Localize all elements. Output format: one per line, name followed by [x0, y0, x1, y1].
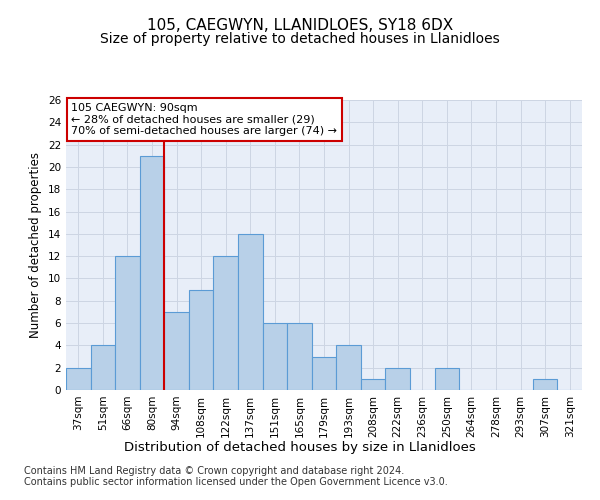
Bar	[140, 156, 164, 390]
Bar	[385, 368, 410, 390]
Bar	[189, 290, 214, 390]
Text: 105, CAEGWYN, LLANIDLOES, SY18 6DX: 105, CAEGWYN, LLANIDLOES, SY18 6DX	[147, 18, 453, 32]
Text: Contains public sector information licensed under the Open Government Licence v3: Contains public sector information licen…	[24, 477, 448, 487]
Bar	[312, 356, 336, 390]
Bar	[115, 256, 140, 390]
Bar	[238, 234, 263, 390]
Bar	[336, 346, 361, 390]
Bar	[434, 368, 459, 390]
Text: Distribution of detached houses by size in Llanidloes: Distribution of detached houses by size …	[124, 441, 476, 454]
Text: Size of property relative to detached houses in Llanidloes: Size of property relative to detached ho…	[100, 32, 500, 46]
Text: Contains HM Land Registry data © Crown copyright and database right 2024.: Contains HM Land Registry data © Crown c…	[24, 466, 404, 476]
Bar	[533, 379, 557, 390]
Bar	[164, 312, 189, 390]
Bar	[361, 379, 385, 390]
Bar	[214, 256, 238, 390]
Bar	[287, 323, 312, 390]
Text: 105 CAEGWYN: 90sqm
← 28% of detached houses are smaller (29)
70% of semi-detache: 105 CAEGWYN: 90sqm ← 28% of detached hou…	[71, 103, 337, 136]
Bar	[91, 346, 115, 390]
Y-axis label: Number of detached properties: Number of detached properties	[29, 152, 43, 338]
Bar	[263, 323, 287, 390]
Bar	[66, 368, 91, 390]
